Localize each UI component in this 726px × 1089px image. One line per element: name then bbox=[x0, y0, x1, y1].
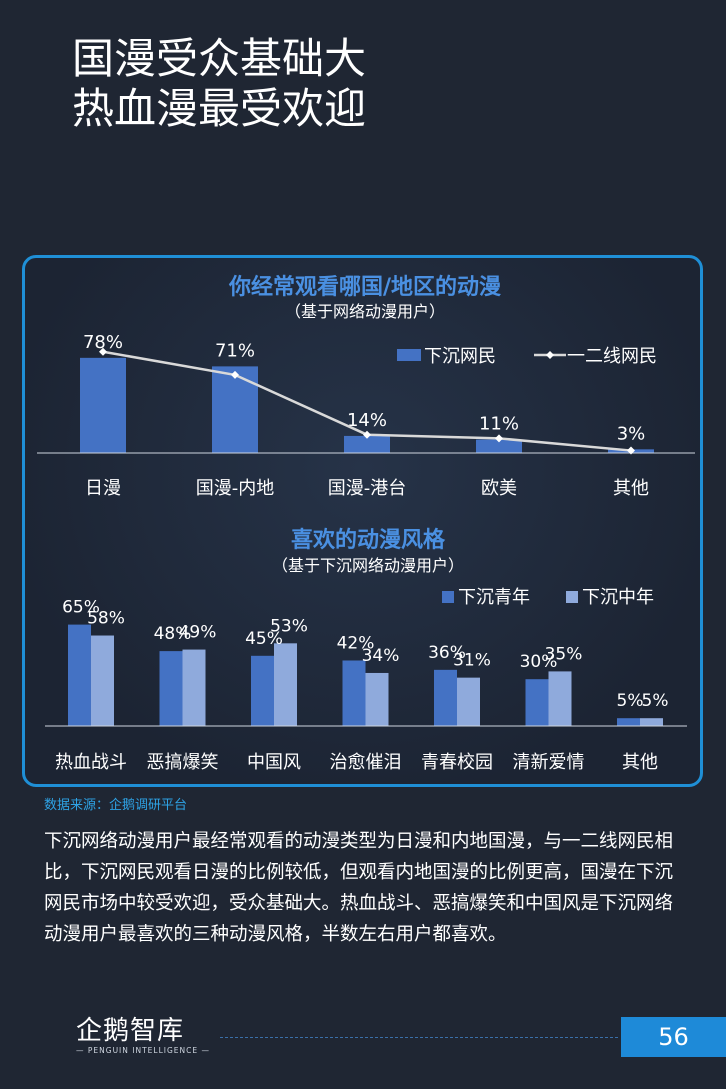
chart1-subtitle: （基于网络动漫用户） bbox=[285, 302, 445, 321]
footer-divider bbox=[220, 1037, 618, 1038]
chart1-data-label: 3% bbox=[617, 423, 646, 444]
chart2-bar-series2 bbox=[640, 718, 663, 726]
chart2-data-label-series2: 34% bbox=[362, 646, 400, 666]
page-number: 56 bbox=[658, 1023, 689, 1051]
chart2-data-label-series1: 48% bbox=[154, 624, 192, 644]
chart1-line-marker bbox=[363, 430, 371, 439]
chart2-bar-series2 bbox=[182, 649, 206, 726]
chart1-line-marker bbox=[627, 446, 635, 455]
chart2-bar-series2 bbox=[548, 671, 572, 726]
chart1-line-marker bbox=[99, 347, 107, 356]
chart2-data-label-series1: 42% bbox=[337, 633, 375, 653]
chart2-subtitle: （基于下沉网络动漫用户） bbox=[272, 556, 464, 575]
chart1-data-label: 71% bbox=[215, 340, 255, 361]
chart2-data-label-series1: 45% bbox=[245, 629, 283, 649]
chart2-category-label: 清新爱情 bbox=[513, 752, 585, 773]
chart1-bar bbox=[344, 435, 390, 453]
page-number-box: 56 bbox=[621, 1017, 726, 1057]
chart2-category-label: 青春校园 bbox=[421, 752, 493, 773]
chart1-data-label: 11% bbox=[479, 414, 519, 435]
chart2-legend-label-series2: 下沉中年 bbox=[582, 587, 654, 608]
chart2-category-label: 热血战斗 bbox=[55, 752, 127, 773]
chart2-bar-series2 bbox=[365, 672, 389, 726]
charts-svg: 你经常观看哪国/地区的动漫 （基于网络动漫用户） 78% 日漫 71% 国漫-内地 14% 国… bbox=[37, 274, 695, 773]
chart1-line-marker bbox=[231, 370, 239, 379]
chart2-data-label-series1: 36% bbox=[428, 643, 466, 663]
chart2-data-label-series2: 58% bbox=[87, 609, 125, 629]
chart2-data-label-series1: 65% bbox=[62, 598, 100, 618]
chart1-category-label: 国漫-内地 bbox=[196, 478, 275, 499]
chart1-title: 你经常观看哪国/地区的动漫 bbox=[228, 274, 501, 300]
chart1-category-label: 国漫-港台 bbox=[328, 478, 407, 499]
chart1-legend-label-line: 一二线网民 bbox=[567, 346, 657, 367]
chart2-category-label: 中国风 bbox=[247, 752, 301, 773]
chart2-data-label-series1: 5% bbox=[617, 691, 644, 711]
chart1-legend-label-bar: 下沉网民 bbox=[424, 346, 496, 367]
chart1-data-label: 78% bbox=[83, 332, 123, 353]
chart2-bar-series1 bbox=[525, 679, 549, 726]
chart2-bar-series2 bbox=[457, 677, 480, 726]
chart2-legend-swatch-series2 bbox=[566, 591, 578, 603]
data-source: 数据来源：企鹅调研平台 bbox=[44, 798, 188, 813]
title-line-1: 国漫受众基础大 bbox=[72, 34, 367, 83]
chart1-legend-swatch-bar bbox=[397, 349, 421, 361]
chart2-bar-series2 bbox=[274, 643, 297, 726]
chart1-category-label: 日漫 bbox=[85, 478, 121, 499]
chart1-bar bbox=[212, 366, 258, 453]
chart2-bar-series1 bbox=[68, 624, 91, 726]
chart2-bar-series1 bbox=[251, 655, 274, 726]
chart2-category-label: 其他 bbox=[622, 752, 658, 773]
title-line-2: 热血漫最受欢迎 bbox=[72, 84, 367, 133]
chart1-data-label: 14% bbox=[347, 410, 387, 431]
chart2-data-label-series2: 35% bbox=[545, 644, 583, 664]
logo-text-cn: 企鹅智库 bbox=[76, 1016, 185, 1046]
chart2-data-label-series2: 31% bbox=[453, 651, 491, 671]
chart2-data-label-series2: 53% bbox=[270, 616, 308, 636]
chart2-data-label-series2: 49% bbox=[179, 623, 217, 643]
chart2-bar-series1 bbox=[434, 669, 457, 726]
chart2-category-label: 治愈催泪 bbox=[330, 752, 402, 773]
chart1-bar bbox=[476, 439, 522, 453]
page-title: 国漫受众基础大 热血漫最受欢迎 bbox=[72, 34, 632, 134]
chart-panel: 你经常观看哪国/地区的动漫 （基于网络动漫用户） 78% 日漫 71% 国漫-内地 14% 国… bbox=[22, 255, 703, 787]
chart2-bar-series1 bbox=[159, 651, 183, 726]
chart2-bar-series2 bbox=[91, 635, 114, 726]
chart2-data-label-series2: 5% bbox=[642, 691, 669, 711]
chart2-title: 喜欢的动漫风格 bbox=[291, 527, 446, 553]
chart1-category-label: 其他 bbox=[613, 478, 649, 499]
chart1-legend-marker bbox=[546, 351, 554, 359]
chart1-category-label: 欧美 bbox=[481, 478, 517, 499]
chart1-bar bbox=[80, 357, 126, 453]
chart2-bar-series1 bbox=[342, 660, 366, 726]
chart2-data-label-series1: 30% bbox=[520, 652, 558, 672]
penguin-logo: 企鹅智库 — PENGUIN INTELLIGENCE — bbox=[76, 1010, 209, 1058]
chart2-legend-swatch-series1 bbox=[442, 591, 454, 603]
chart2-category-label: 恶搞爆笑 bbox=[147, 752, 219, 773]
summary-text: 下沉网络动漫用户最经常观看的动漫类型为日漫和内地国漫，与一二线网民相比，下沉网民… bbox=[44, 831, 674, 945]
chart1-line-marker bbox=[495, 434, 503, 443]
chart2-legend-label-series1: 下沉青年 bbox=[458, 587, 530, 608]
logo-text-en: — PENGUIN INTELLIGENCE — bbox=[76, 1046, 210, 1055]
chart2-bar-series1 bbox=[617, 718, 640, 726]
